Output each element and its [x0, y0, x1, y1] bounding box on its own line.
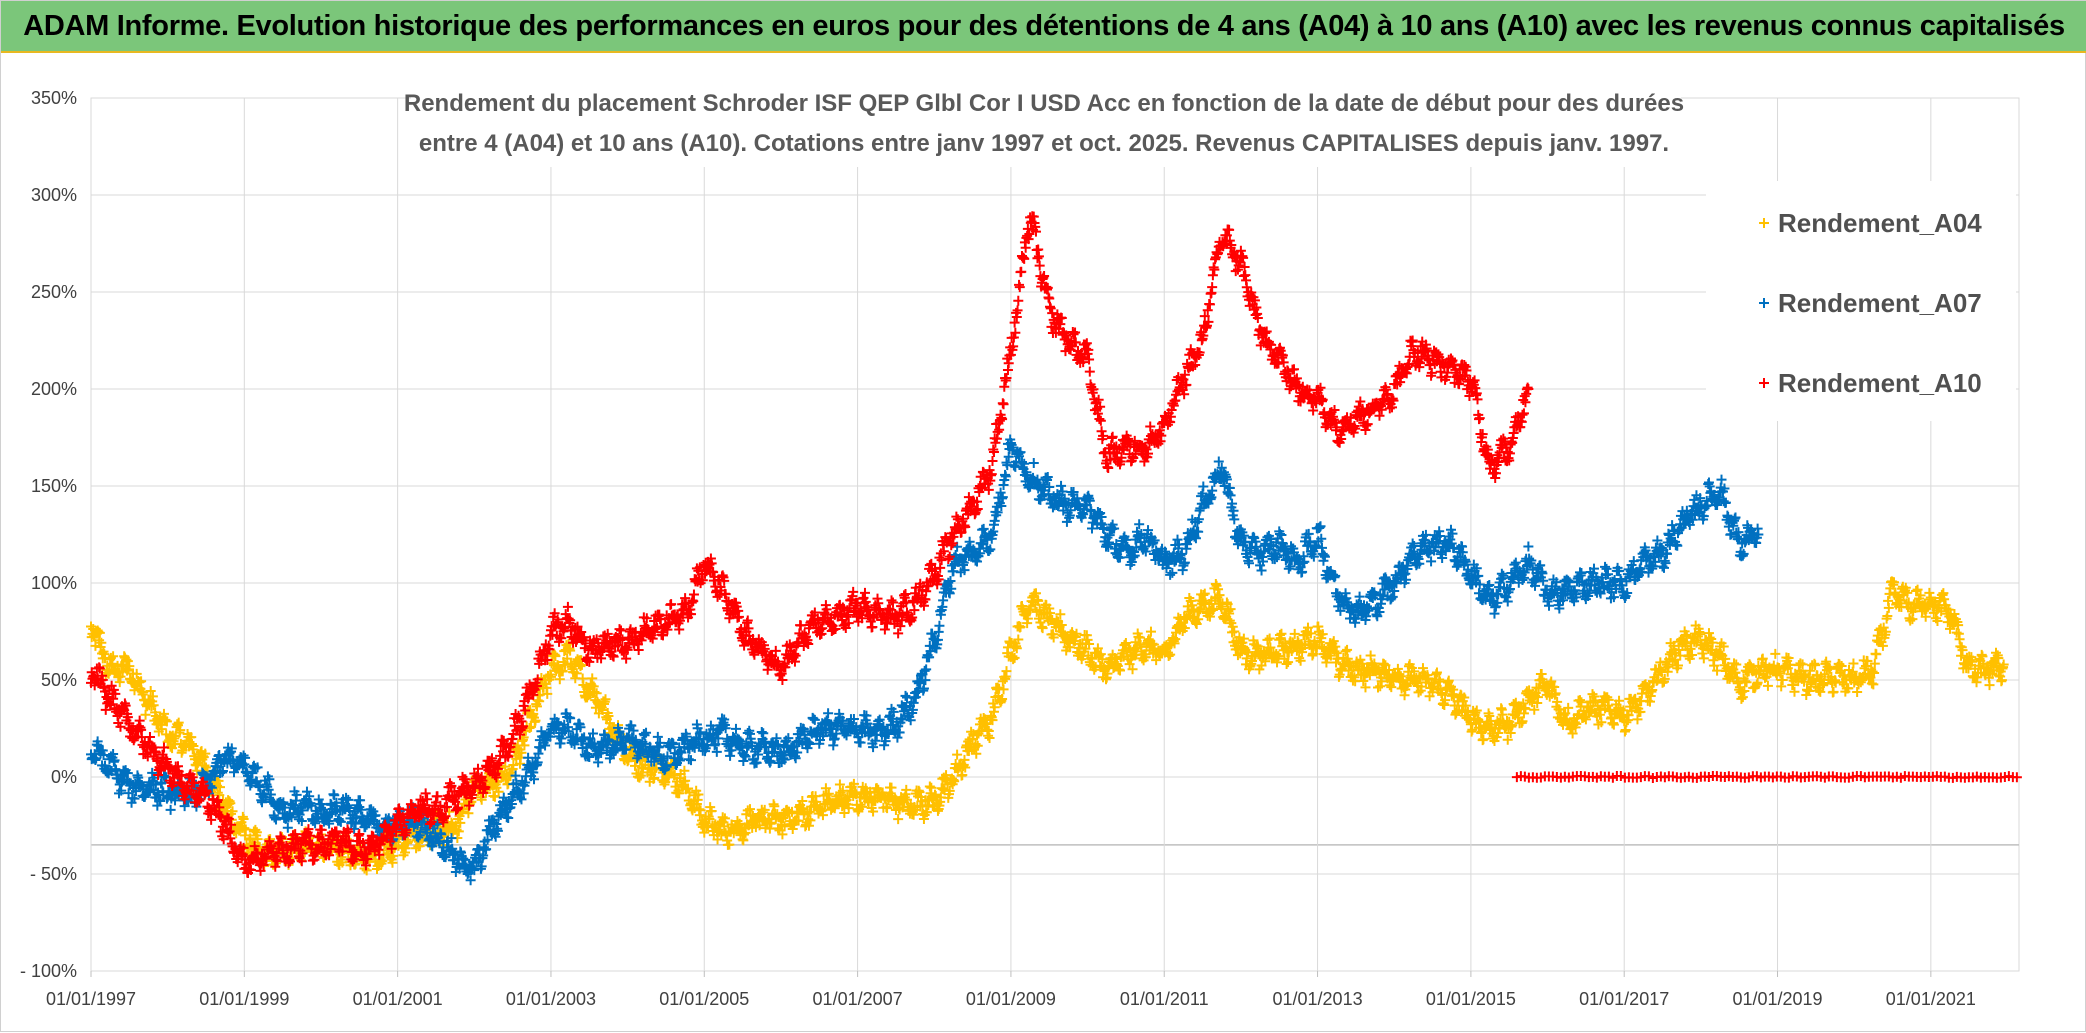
- data-point: [1699, 653, 1709, 663]
- data-point: [1265, 633, 1275, 643]
- data-point: [1134, 519, 1144, 529]
- y-tick-label: 300%: [31, 185, 77, 205]
- data-point: [334, 816, 344, 826]
- data-point: [1375, 681, 1385, 691]
- data-point: [1038, 623, 1048, 633]
- x-axis-labels: 01/01/1997 01/01/1999 01/01/2001 01/01/2003…: [46, 989, 1976, 1009]
- data-point: [1552, 697, 1562, 707]
- data-point: [593, 757, 603, 767]
- y-tick-label: 200%: [31, 379, 77, 399]
- data-point: [653, 732, 663, 742]
- y-tick-label: - 100%: [20, 961, 77, 981]
- data-point: [1478, 734, 1488, 744]
- data-point: [1852, 687, 1862, 697]
- data-point: [934, 621, 944, 631]
- data-point: [1523, 541, 1533, 551]
- data-point: [1146, 627, 1156, 637]
- x-tick-label: 01/01/2003: [506, 989, 596, 1009]
- x-tick-label: 01/01/2007: [813, 989, 903, 1009]
- y-tick-label: 0%: [51, 767, 77, 787]
- data-point: [1244, 558, 1254, 568]
- data-point: [952, 750, 962, 760]
- data-point: [712, 747, 722, 757]
- data-point: [1386, 682, 1396, 692]
- x-tick-label: 01/01/1999: [199, 989, 289, 1009]
- data-point: [1829, 687, 1839, 697]
- x-tick-label: 01/01/2001: [353, 989, 443, 1009]
- x-tick-label: 01/01/2017: [1579, 989, 1669, 1009]
- data-point: [1778, 675, 1788, 685]
- x-tick-label: 01/01/2009: [966, 989, 1056, 1009]
- data-point: [901, 691, 911, 701]
- data-point: [1871, 649, 1881, 659]
- data-point: [924, 652, 934, 662]
- data-point: [1426, 556, 1436, 566]
- y-tick-label: 250%: [31, 282, 77, 302]
- y-tick-label: 150%: [31, 476, 77, 496]
- data-point: [302, 787, 312, 797]
- data-point: [893, 814, 903, 824]
- data-point: [725, 751, 735, 761]
- y-tick-label: - 50%: [30, 864, 77, 884]
- x-tick-label: 01/01/2011: [1120, 989, 1209, 1009]
- data-point: [1360, 682, 1370, 692]
- data-point: [1001, 666, 1011, 676]
- data-point: [1341, 646, 1351, 656]
- data-point: [141, 710, 151, 720]
- data-point: [1905, 616, 1915, 626]
- data-point: [1257, 565, 1267, 575]
- data-point: [283, 823, 293, 833]
- y-axis-labels: 350% 300% 250% 200% 150% 100% 50% 0% - 50% - 100%: [20, 88, 77, 981]
- data-point: [823, 708, 833, 718]
- y-tick-label: 350%: [31, 88, 77, 108]
- data-point: [686, 755, 696, 765]
- y-tick-label: 100%: [31, 573, 77, 593]
- data-point: [808, 714, 818, 724]
- x-tick-label: 01/01/2005: [659, 989, 749, 1009]
- data-point: [1789, 687, 1799, 697]
- data-point: [887, 783, 897, 793]
- data-point: [1198, 481, 1208, 491]
- data-point: [1717, 475, 1727, 485]
- x-tick-label: 01/01/2021: [1886, 989, 1976, 1009]
- y-tick-label: 50%: [41, 670, 77, 690]
- data-point: [1432, 667, 1442, 677]
- series-rendement-a04: [86, 576, 2009, 875]
- x-tick-label: 01/01/1997: [46, 989, 136, 1009]
- x-tick-label: 01/01/2019: [1732, 989, 1822, 1009]
- data-point: [856, 738, 866, 748]
- data-point: [329, 790, 339, 800]
- data-point: [1029, 458, 1039, 468]
- data-point: [166, 805, 176, 815]
- x-tick-label: 01/01/2015: [1426, 989, 1516, 1009]
- data-point: [1602, 564, 1612, 574]
- data-point: [587, 673, 597, 683]
- data-point: [1770, 649, 1780, 659]
- x-tick-label: 01/01/2013: [1273, 989, 1363, 1009]
- data-point: [985, 733, 995, 743]
- data-point: [758, 728, 768, 738]
- data-point: [1282, 659, 1292, 669]
- data-point: [1167, 568, 1177, 578]
- data-point: [1985, 680, 1995, 690]
